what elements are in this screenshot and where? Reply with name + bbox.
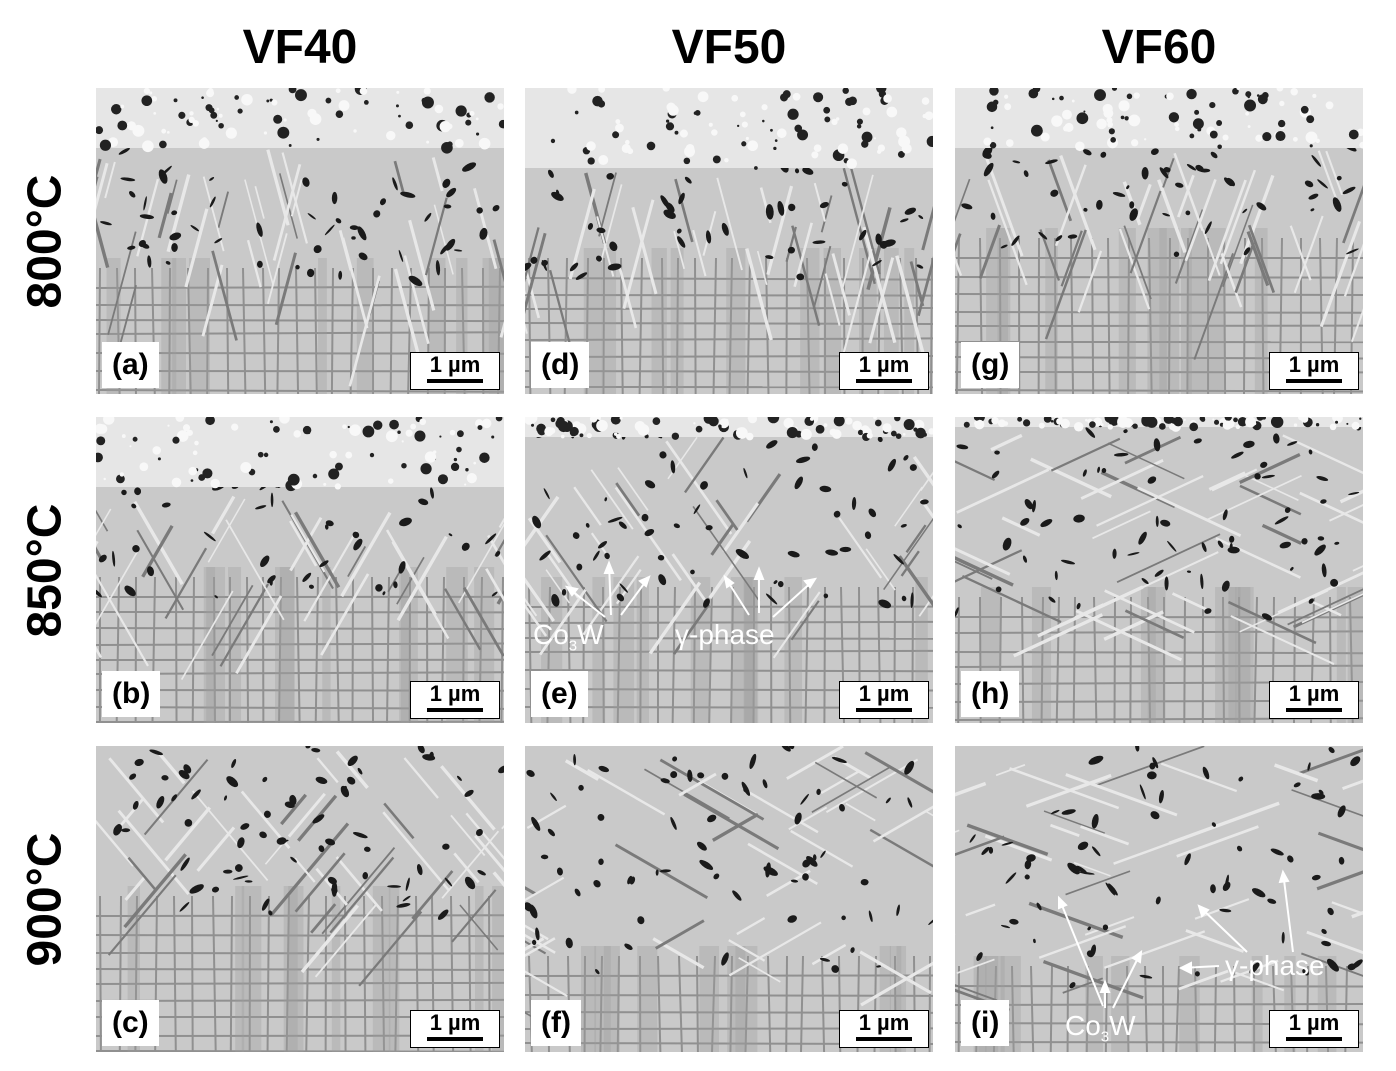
panel-label: (f) bbox=[531, 1000, 581, 1046]
panel-label: (e) bbox=[531, 671, 588, 717]
scale-bar: 1 µm bbox=[410, 1010, 500, 1048]
column-header-vf40: VF40 bbox=[242, 21, 358, 74]
column-header-vf60: VF60 bbox=[1101, 21, 1217, 74]
co3w-annotation: Co3W bbox=[1065, 1010, 1136, 1046]
panel-label: (g) bbox=[961, 342, 1020, 388]
micrograph-texture bbox=[525, 417, 933, 723]
panel-label: (a) bbox=[102, 342, 159, 388]
row-header-900c: 900°C bbox=[18, 832, 72, 966]
micrograph-texture bbox=[96, 417, 504, 723]
gamma-phase-annotation: γ-phase bbox=[1225, 950, 1325, 981]
scale-bar: 1 µm bbox=[1269, 1010, 1359, 1048]
panel-label: (h) bbox=[961, 671, 1020, 717]
panel-label: (c) bbox=[102, 1000, 159, 1046]
scale-bar: 1 µm bbox=[410, 352, 500, 390]
co3w-annotation: Co3W bbox=[533, 619, 604, 655]
micrograph-panel-a: (a) 1 µm bbox=[96, 88, 504, 394]
row-header-800c: 800°C bbox=[18, 174, 72, 308]
gamma-phase-annotation: γ-phase bbox=[675, 619, 775, 650]
panel-label: (b) bbox=[102, 671, 161, 717]
micrograph-texture bbox=[955, 417, 1363, 723]
micrograph-texture bbox=[955, 88, 1363, 394]
micrograph-texture bbox=[525, 88, 933, 394]
micrograph-panel-i: γ-phase Co3W (i) 1 µm bbox=[955, 746, 1363, 1052]
scale-bar: 1 µm bbox=[839, 352, 929, 390]
scale-bar: 1 µm bbox=[839, 1010, 929, 1048]
scale-bar: 1 µm bbox=[410, 681, 500, 719]
micrograph-panel-c: (c) 1 µm bbox=[96, 746, 504, 1052]
micrograph-texture bbox=[525, 746, 933, 1052]
micrograph-panel-d: (d) 1 µm bbox=[525, 88, 933, 394]
micrograph-panel-b: (b) 1 µm bbox=[96, 417, 504, 723]
column-header-vf50: VF50 bbox=[671, 21, 787, 74]
micrograph-panel-h: (h) 1 µm bbox=[955, 417, 1363, 723]
micrograph-panel-g: (g) 1 µm bbox=[955, 88, 1363, 394]
scale-bar: 1 µm bbox=[1269, 681, 1359, 719]
scale-bar: 1 µm bbox=[839, 681, 929, 719]
panel-label: (i) bbox=[961, 1000, 1010, 1046]
panel-label: (d) bbox=[531, 342, 590, 388]
micrograph-texture bbox=[955, 746, 1363, 1052]
micrograph-texture bbox=[96, 746, 504, 1052]
micrograph-panel-e: Co3W γ-phase (e) 1 µm bbox=[525, 417, 933, 723]
micrograph-panel-f: (f) 1 µm bbox=[525, 746, 933, 1052]
row-header-850c: 850°C bbox=[18, 503, 72, 637]
scale-bar: 1 µm bbox=[1269, 352, 1359, 390]
